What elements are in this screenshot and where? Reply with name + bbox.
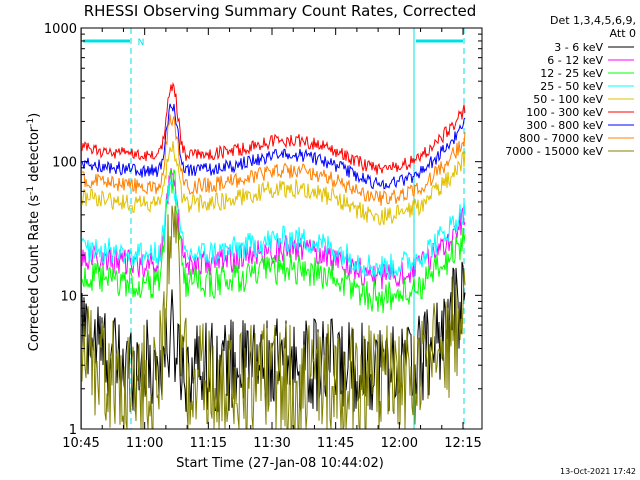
y-axis-label-sup2: -1 (26, 118, 36, 127)
legend-label: 7000 - 15000 keV (505, 145, 603, 158)
timestamp: 13-Oct-2021 17:42 (560, 467, 636, 476)
legend-label: 100 - 300 keV (526, 106, 603, 119)
legend-label: 300 - 800 keV (526, 119, 603, 132)
series-line (81, 205, 466, 430)
legend-header-line: Det 1,3,4,5,6,9, (550, 14, 636, 27)
legend-label: 25 - 50 keV (540, 80, 603, 93)
series-line (81, 103, 466, 190)
series-line (81, 169, 466, 314)
series-line (81, 141, 466, 227)
legend-label: 12 - 25 keV (540, 67, 603, 80)
x-tick-label: 12:15 (444, 436, 481, 451)
y-tick-label: 10 (60, 289, 77, 304)
legend-label: 6 - 12 keV (547, 54, 603, 67)
y-axis-label-sup1: -1 (26, 186, 36, 195)
y-tick-label: 1 (69, 423, 77, 438)
y-tick-label: 1000 (44, 22, 77, 37)
y-axis-label: Corrected Count Rate (s-1 detector-1) (26, 113, 42, 351)
x-tick-label: 11:15 (190, 436, 227, 451)
svg-text:Corrected Count Rate (s-1 dete: Corrected Count Rate (s-1 detector-1) (26, 113, 42, 351)
x-tick-label: 10:45 (62, 436, 99, 451)
x-tick-label: 12:00 (381, 436, 418, 451)
series-line (81, 114, 466, 206)
chart-title: RHESSI Observing Summary Count Rates, Co… (84, 2, 477, 20)
y-axis-label-main: Corrected Count Rate (s (27, 195, 42, 352)
x-tick-label: 11:30 (253, 436, 290, 451)
series-line (81, 81, 466, 175)
plot-area: N (81, 28, 466, 430)
x-tick-label: 11:00 (126, 436, 163, 451)
x-tick-label: 11:45 (317, 436, 354, 451)
legend-header-line: Att 0 (610, 27, 636, 40)
y-tick-label: 100 (52, 156, 77, 171)
legend-label: 800 - 7000 keV (519, 132, 603, 145)
series-line (81, 178, 466, 280)
plot-frame (80, 27, 483, 430)
x-axis-label: Start Time (27-Jan-08 10:44:02) (176, 456, 384, 471)
y-axis-label-mid: detector (27, 126, 42, 186)
axes: 1 10 100 1000 10:45 11:00 11:15 11:30 11:45 12:00… (44, 22, 482, 451)
legend-label: 50 - 100 keV (533, 93, 603, 106)
y-axis-label-end: ) (27, 113, 42, 118)
flag-label: N (138, 38, 145, 48)
legend-label: 3 - 6 keV (554, 41, 603, 54)
